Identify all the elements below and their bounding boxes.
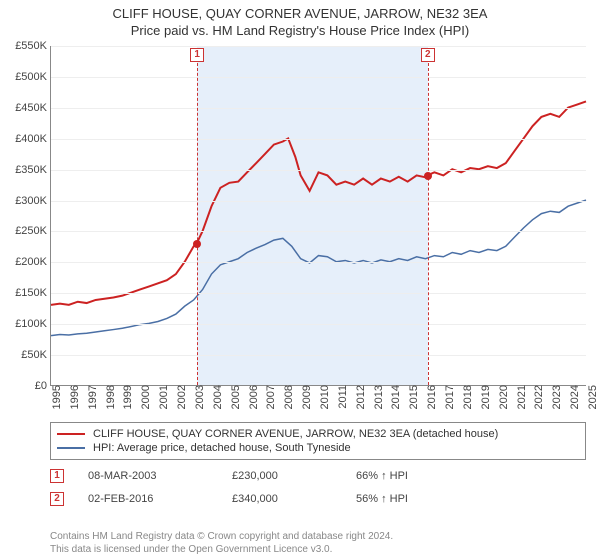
y-tick-label: £0: [35, 380, 47, 392]
plot-region: £0£50K£100K£150K£200K£250K£300K£350K£400…: [50, 46, 586, 386]
sale-row-date: 08-MAR-2003: [88, 470, 208, 482]
y-tick-label: £500K: [15, 71, 47, 83]
chart-subtitle: Price paid vs. HM Land Registry's House …: [0, 21, 600, 40]
sale-row-date: 02-FEB-2016: [88, 493, 208, 505]
x-tick-label: 2006: [244, 385, 260, 409]
x-tick-label: 2014: [386, 385, 402, 409]
chart-title: CLIFF HOUSE, QUAY CORNER AVENUE, JARROW,…: [0, 0, 600, 21]
series-line: [51, 101, 586, 304]
y-gridline: [51, 139, 586, 140]
y-tick-label: £450K: [15, 102, 47, 114]
sale-marker-dot: [424, 172, 432, 180]
y-gridline: [51, 170, 586, 171]
x-tick-label: 2007: [261, 385, 277, 409]
sale-row-diff: 56% ↑ HPI: [356, 493, 456, 505]
sale-marker-badge: 2: [421, 48, 435, 62]
sale-row-price: £340,000: [232, 493, 332, 505]
x-tick-label: 2015: [404, 385, 420, 409]
chart-container: CLIFF HOUSE, QUAY CORNER AVENUE, JARROW,…: [0, 0, 600, 560]
x-tick-label: 2025: [583, 385, 599, 409]
x-tick-label: 2024: [565, 385, 581, 409]
sale-marker-badge: 1: [190, 48, 204, 62]
x-tick-label: 2002: [172, 385, 188, 409]
line-series-svg: [51, 46, 586, 385]
chart-area: £0£50K£100K£150K£200K£250K£300K£350K£400…: [50, 46, 586, 386]
x-tick-label: 1996: [65, 385, 81, 409]
x-tick-label: 2008: [279, 385, 295, 409]
y-gridline: [51, 355, 586, 356]
sale-row-badge: 2: [50, 492, 64, 506]
legend-label: CLIFF HOUSE, QUAY CORNER AVENUE, JARROW,…: [93, 428, 498, 440]
legend-label: HPI: Average price, detached house, Sout…: [93, 442, 351, 454]
y-gridline: [51, 262, 586, 263]
x-tick-label: 1995: [47, 385, 63, 409]
sale-marker-dot: [193, 240, 201, 248]
x-tick-label: 1999: [118, 385, 134, 409]
sale-marker-line: [197, 48, 198, 385]
y-tick-label: £550K: [15, 40, 47, 52]
y-tick-label: £300K: [15, 195, 47, 207]
y-gridline: [51, 231, 586, 232]
x-tick-label: 2011: [333, 385, 349, 409]
y-tick-label: £400K: [15, 133, 47, 145]
x-tick-label: 2004: [208, 385, 224, 409]
sale-row: 2 02-FEB-2016 £340,000 56% ↑ HPI: [50, 489, 586, 512]
legend-swatch: [57, 433, 85, 435]
sale-row: 1 08-MAR-2003 £230,000 66% ↑ HPI: [50, 466, 586, 489]
footnote-line2: This data is licensed under the Open Gov…: [50, 544, 332, 555]
y-tick-label: £50K: [21, 349, 47, 361]
y-tick-label: £100K: [15, 318, 47, 330]
legend-box: CLIFF HOUSE, QUAY CORNER AVENUE, JARROW,…: [50, 422, 586, 460]
y-tick-label: £350K: [15, 164, 47, 176]
x-tick-label: 2005: [226, 385, 242, 409]
y-tick-label: £150K: [15, 287, 47, 299]
y-gridline: [51, 324, 586, 325]
x-tick-label: 2003: [190, 385, 206, 409]
x-tick-label: 1997: [83, 385, 99, 409]
x-tick-label: 2021: [512, 385, 528, 409]
x-tick-label: 1998: [101, 385, 117, 409]
x-tick-label: 2017: [440, 385, 456, 409]
y-tick-label: £200K: [15, 256, 47, 268]
x-tick-label: 2023: [547, 385, 563, 409]
sale-row-diff: 66% ↑ HPI: [356, 470, 456, 482]
x-tick-label: 2009: [297, 385, 313, 409]
x-tick-label: 2020: [494, 385, 510, 409]
y-gridline: [51, 46, 586, 47]
sale-row-price: £230,000: [232, 470, 332, 482]
legend-item: CLIFF HOUSE, QUAY CORNER AVENUE, JARROW,…: [57, 427, 579, 441]
x-tick-label: 2019: [476, 385, 492, 409]
sale-marker-line: [428, 48, 429, 385]
x-tick-label: 2010: [315, 385, 331, 409]
x-tick-label: 2018: [458, 385, 474, 409]
y-gridline: [51, 77, 586, 78]
sale-rows: 1 08-MAR-2003 £230,000 66% ↑ HPI 2 02-FEB-201…: [50, 466, 586, 512]
sale-row-badge: 1: [50, 469, 64, 483]
legend-item: HPI: Average price, detached house, Sout…: [57, 441, 579, 455]
y-gridline: [51, 293, 586, 294]
x-tick-label: 2022: [529, 385, 545, 409]
footnote: Contains HM Land Registry data © Crown c…: [50, 531, 586, 556]
x-tick-label: 2000: [136, 385, 152, 409]
x-tick-label: 2013: [369, 385, 385, 409]
x-tick-label: 2001: [154, 385, 170, 409]
legend-swatch: [57, 447, 85, 449]
y-gridline: [51, 108, 586, 109]
x-tick-label: 2016: [422, 385, 438, 409]
y-gridline: [51, 201, 586, 202]
series-line: [51, 200, 586, 336]
y-tick-label: £250K: [15, 225, 47, 237]
x-tick-label: 2012: [351, 385, 367, 409]
footnote-line1: Contains HM Land Registry data © Crown c…: [50, 531, 393, 542]
